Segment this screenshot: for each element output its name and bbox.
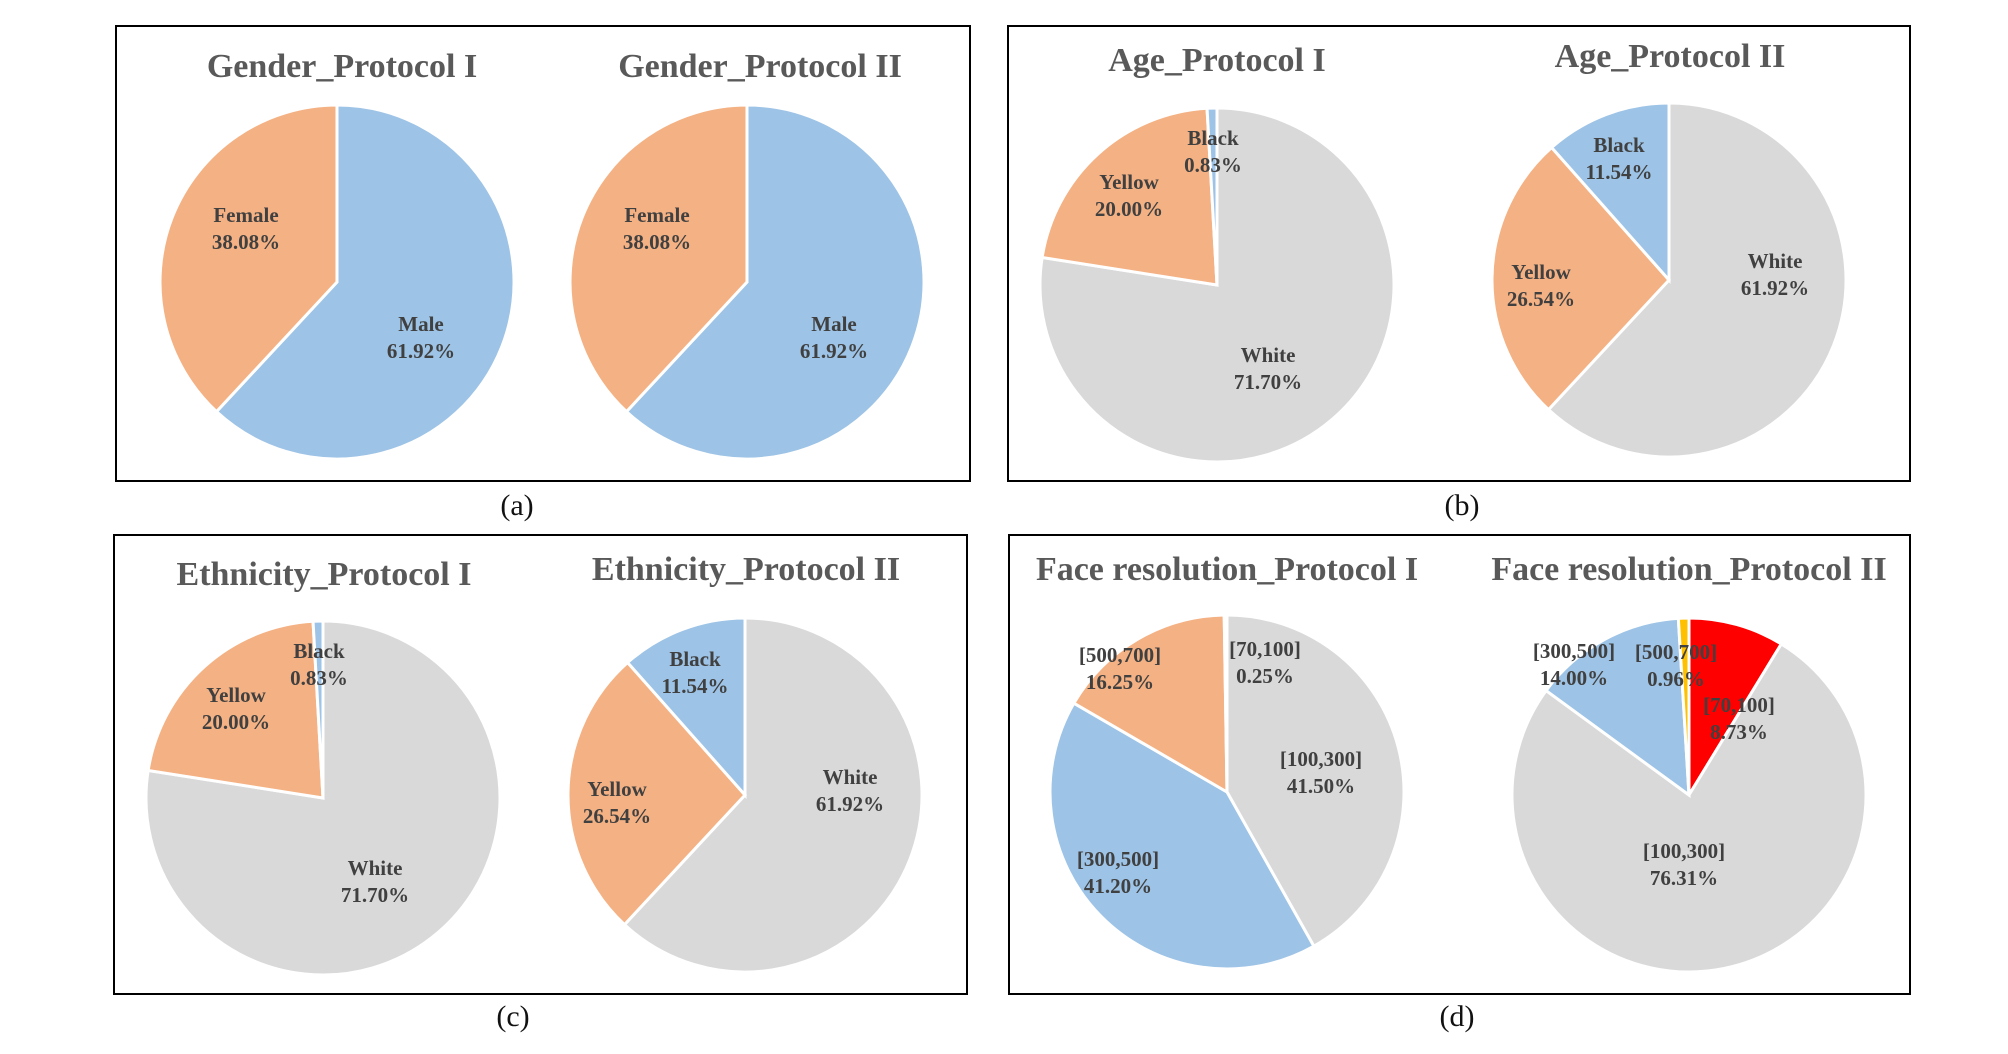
chart-title-resolution-2: Face resolution_Protocol II xyxy=(1491,551,1887,588)
pie-slice-1 xyxy=(158,103,339,414)
slice-label: [100,300] xyxy=(1643,839,1725,863)
pie-slice-0 xyxy=(1225,613,1406,949)
slice-value-label: 0.83% xyxy=(1184,153,1242,177)
chart-title-gender-2: Gender_Protocol II xyxy=(618,48,902,85)
pie-slice-0 xyxy=(622,616,924,974)
slice-label: Yellow xyxy=(206,683,266,707)
chart-title-age-2: Age_Protocol II xyxy=(1554,38,1786,75)
slice-value-label: 38.08% xyxy=(623,230,691,254)
slice-value-label: 71.70% xyxy=(1234,370,1302,394)
slice-label: Black xyxy=(293,639,345,663)
pie-slice-2 xyxy=(625,616,747,799)
pie-slice-2 xyxy=(311,619,325,799)
slice-value-label: 61.92% xyxy=(1741,276,1809,300)
slice-label: Male xyxy=(398,312,443,336)
slice-label: [300,500] xyxy=(1533,639,1615,663)
slice-label: Male xyxy=(811,312,856,336)
slice-value-label: 76.31% xyxy=(1650,866,1718,890)
slice-label: Female xyxy=(213,203,278,227)
slice-value-label: 41.20% xyxy=(1084,874,1152,898)
slice-value-label: 0.83% xyxy=(290,666,348,690)
slice-value-label: 61.92% xyxy=(387,339,455,363)
slice-label: White xyxy=(1748,249,1803,273)
slice-label: Black xyxy=(669,647,721,671)
slice-label: Yellow xyxy=(1099,170,1159,194)
slice-label: Black xyxy=(1187,126,1239,150)
slice-value-label: 26.54% xyxy=(1507,287,1575,311)
caption-c: (c) xyxy=(496,1000,530,1033)
pie-slice-0 xyxy=(1687,616,1784,801)
slice-value-label: 41.50% xyxy=(1287,774,1355,798)
pie-slice-3 xyxy=(1222,613,1229,793)
chart-title-gender-1: Gender_Protocol I xyxy=(206,48,478,85)
slice-value-label: 8.73% xyxy=(1710,720,1768,744)
slice-value-label: 38.08% xyxy=(212,230,280,254)
chart-title-age-1: Age_Protocol I xyxy=(1108,42,1326,79)
slice-label: Yellow xyxy=(1511,260,1571,284)
pie-slice-1 xyxy=(566,660,748,927)
pie-slice-3 xyxy=(1676,616,1691,796)
slice-label: White xyxy=(1241,343,1296,367)
slice-value-label: 0.96% xyxy=(1647,667,1705,691)
slice-label: [500,700] xyxy=(1635,640,1717,664)
caption-b: (b) xyxy=(1444,489,1480,522)
slice-value-label: 16.25% xyxy=(1086,670,1154,694)
pie-slice-2 xyxy=(1549,101,1671,284)
slice-value-label: 11.54% xyxy=(661,674,728,698)
pie-slice-1 xyxy=(1510,641,1868,974)
slice-label: [100,300] xyxy=(1280,747,1362,771)
slice-label: Yellow xyxy=(587,777,647,801)
slice-value-label: 26.54% xyxy=(583,804,651,828)
pie-slice-0 xyxy=(1546,101,1848,459)
slice-label: Black xyxy=(1593,133,1645,157)
slice-value-label: 61.92% xyxy=(800,339,868,363)
chart-title-ethnicity-1: Ethnicity_Protocol I xyxy=(176,556,472,593)
slice-value-label: 20.00% xyxy=(202,710,270,734)
pie-slice-1 xyxy=(1040,106,1219,287)
pie-slice-0 xyxy=(624,103,926,461)
pie-slice-1 xyxy=(1490,145,1672,412)
slice-value-label: 20.00% xyxy=(1095,197,1163,221)
pie-slice-2 xyxy=(1071,613,1229,795)
slice-value-label: 0.25% xyxy=(1236,664,1294,688)
slice-value-label: 71.70% xyxy=(341,883,409,907)
caption-d: (d) xyxy=(1439,1000,1475,1033)
slice-label: [500,700] xyxy=(1079,643,1161,667)
pie-slice-1 xyxy=(1048,701,1316,971)
slice-label: [300,500] xyxy=(1077,847,1159,871)
slice-label: White xyxy=(348,856,403,880)
slice-label: [70,100] xyxy=(1229,637,1301,661)
slice-value-label: 11.54% xyxy=(1585,160,1652,184)
slice-label: [70,100] xyxy=(1703,693,1775,717)
pie-slice-2 xyxy=(1543,616,1691,799)
slice-label: White xyxy=(823,765,878,789)
caption-a: (a) xyxy=(500,489,534,522)
slice-value-label: 14.00% xyxy=(1540,666,1608,690)
chart-title-ethnicity-2: Ethnicity_Protocol II xyxy=(591,551,901,588)
pie-slice-2 xyxy=(1205,106,1219,286)
chart-title-resolution-1: Face resolution_Protocol I xyxy=(1035,551,1419,588)
slice-label: Female xyxy=(624,203,689,227)
pie-slice-0 xyxy=(214,103,516,461)
slice-value-label: 61.92% xyxy=(816,792,884,816)
pie-slice-1 xyxy=(568,103,749,414)
pie-slice-1 xyxy=(146,619,325,800)
